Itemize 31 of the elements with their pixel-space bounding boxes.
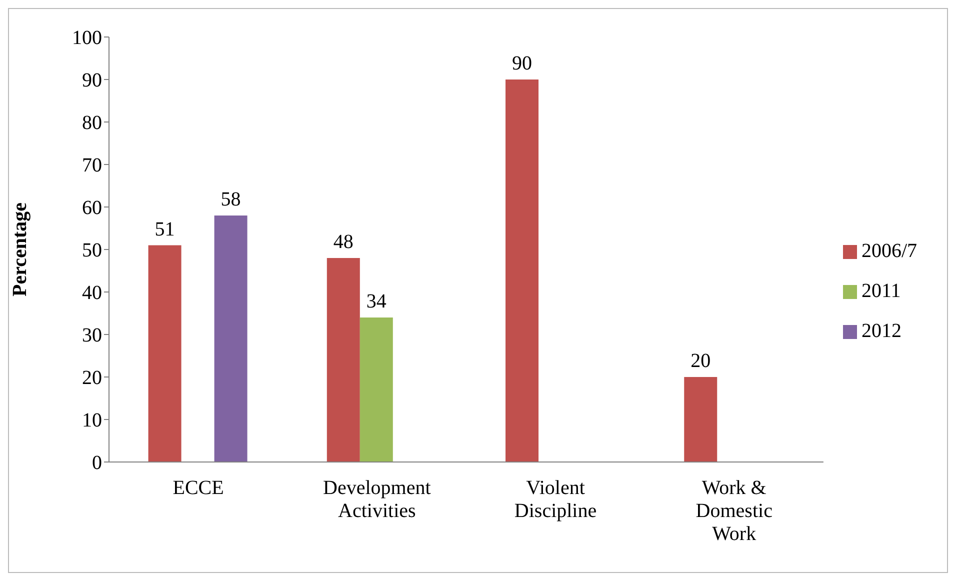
data-label: 34 (366, 290, 386, 312)
bar (214, 216, 248, 462)
legend-label: 2006/7 (861, 240, 917, 262)
bar (360, 318, 393, 462)
y-tick-label: 30 (82, 324, 102, 347)
data-label: 51 (154, 218, 175, 240)
data-label: 48 (333, 231, 354, 253)
x-tick-label: Violent Discipline (514, 477, 597, 522)
y-tick-label: 90 (82, 70, 102, 92)
x-tick-label: Development Activities (323, 477, 432, 522)
y-tick-label: 10 (82, 410, 102, 432)
bar (684, 377, 718, 462)
y-tick-label: 100 (72, 27, 102, 50)
legend-label: 2011 (861, 280, 901, 302)
x-tick-label: ECCE (172, 477, 224, 499)
legend-label: 2012 (861, 320, 902, 342)
y-tick-label: 50 (82, 240, 102, 262)
y-tick-label: 70 (82, 154, 102, 177)
x-tick-label: Work & Domestic Work (696, 477, 773, 545)
bar (326, 258, 360, 462)
y-tick-label: 40 (82, 282, 102, 304)
y-tick-label: 0 (92, 452, 102, 474)
y-tick-label: 80 (82, 112, 102, 134)
y-tick-label: 20 (82, 367, 102, 390)
data-label: 58 (220, 188, 241, 210)
data-label: 20 (690, 350, 711, 372)
y-axis-title: Percentage (9, 202, 32, 297)
bar (148, 245, 182, 462)
bar (506, 80, 539, 462)
y-tick-label: 60 (82, 197, 102, 220)
data-label: 90 (512, 52, 532, 74)
